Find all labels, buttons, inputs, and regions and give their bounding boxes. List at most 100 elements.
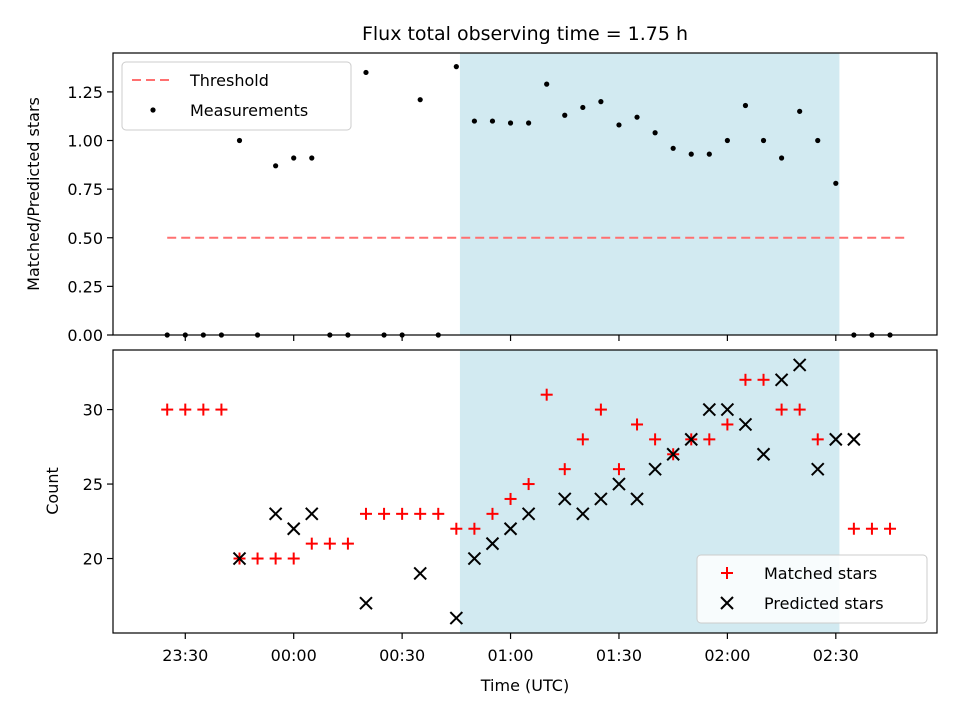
predicted-star-point xyxy=(774,373,789,387)
predicted-star-point xyxy=(449,611,464,625)
predicted-marker-b xyxy=(847,432,861,447)
predicted-marker-b xyxy=(612,477,626,491)
matched-star-point xyxy=(631,418,644,431)
x-tick-label: 02:00 xyxy=(704,646,750,665)
predicted-marker-b xyxy=(413,566,427,581)
matched-star-point xyxy=(793,403,806,416)
legend-box xyxy=(121,61,352,131)
matched-star-point xyxy=(197,403,210,416)
matched-star-point xyxy=(522,478,535,491)
matched-star-point xyxy=(757,373,770,386)
predicted-marker-b xyxy=(467,551,482,566)
predicted-marker-b xyxy=(594,492,608,506)
legend-matched-label: Matched stars xyxy=(764,564,877,583)
predicted-marker-b xyxy=(359,596,373,610)
predicted-marker-b xyxy=(720,402,735,417)
legend-measurement-swatch xyxy=(150,107,156,113)
predicted-star-point xyxy=(576,507,590,521)
matched-star-point xyxy=(649,433,662,446)
predicted-star-point xyxy=(648,462,662,476)
measurement-point xyxy=(598,99,604,105)
y-tick-label: 0.50 xyxy=(67,229,103,248)
y-tick-label: 0.25 xyxy=(67,277,103,296)
measurement-point xyxy=(471,118,478,124)
predicted-star-point xyxy=(684,432,698,447)
predicted-marker-b xyxy=(702,402,717,417)
measurement-point xyxy=(273,163,279,169)
predicted-marker-b xyxy=(286,522,301,536)
y-tick-label: 30 xyxy=(83,401,103,420)
plot-frame xyxy=(112,349,938,634)
measurement-point xyxy=(652,130,658,136)
predicted-marker-b xyxy=(576,507,590,521)
matched-star-point xyxy=(540,388,553,401)
measurement-point xyxy=(562,112,568,118)
predicted-marker-b xyxy=(792,358,807,372)
predicted-star-point xyxy=(792,358,807,372)
predicted-star-point xyxy=(811,462,825,476)
measurement-point xyxy=(724,137,730,144)
legend-box xyxy=(696,554,928,624)
predicted-star-point xyxy=(666,447,680,461)
plot-frame xyxy=(112,52,938,336)
predicted-star-point xyxy=(305,507,319,521)
measurement-point xyxy=(815,137,821,144)
predicted-marker-b xyxy=(232,551,247,566)
predicted-marker-b xyxy=(811,462,825,476)
predicted-star-point xyxy=(756,447,771,461)
measurement-point xyxy=(309,155,315,161)
bottom-panel: 20 25 30 23:30 00:00 00:30 01:00 01:30 02:00 02:3… xyxy=(83,349,938,665)
predicted-marker-b xyxy=(774,373,789,387)
predicted-marker-b xyxy=(666,447,680,461)
legend-predicted-swatch-b xyxy=(720,596,734,610)
matched-star-point xyxy=(359,507,372,520)
predicted-marker-b xyxy=(449,611,464,625)
measurement-point xyxy=(544,81,550,87)
predicted-marker-b xyxy=(485,536,500,551)
bottom-y-axis-title: Count xyxy=(43,467,62,515)
legend-measurement-label: Measurements xyxy=(190,101,308,120)
predicted-star-point xyxy=(286,522,301,536)
measurement-point xyxy=(688,151,694,157)
measurement-point xyxy=(833,180,839,186)
matched-star-point xyxy=(450,522,463,535)
predicted-marker-b xyxy=(305,507,319,521)
x-axis-title: Time (UTC) xyxy=(480,676,569,695)
matched-star-point xyxy=(396,507,409,520)
matched-star-point xyxy=(739,373,752,386)
top-panel: 0.00 0.25 0.50 0.75 1.00 1.25 Threshold Measure… xyxy=(67,52,938,345)
matched-star-point xyxy=(269,552,282,565)
measurement-point xyxy=(453,64,459,70)
predicted-star-point xyxy=(702,402,717,417)
matched-star-point xyxy=(468,522,481,535)
top-y-axis-title: Matched/Predicted stars xyxy=(24,97,43,291)
predicted-star-point xyxy=(738,417,753,432)
predicted-star-point xyxy=(558,492,572,506)
x-tick-label: 23:30 xyxy=(162,646,208,665)
measurement-point xyxy=(580,104,586,111)
chart-title: Flux total observing time = 1.75 h xyxy=(362,23,688,45)
matched-star-point xyxy=(432,507,445,520)
predicted-star-point xyxy=(829,432,843,447)
legend-predicted-label: Predicted stars xyxy=(764,594,884,613)
observing-span xyxy=(459,53,840,335)
measurement-point xyxy=(507,120,514,126)
matched-star-point xyxy=(811,433,824,446)
y-tick-label: 20 xyxy=(83,550,103,569)
measurement-point xyxy=(670,145,676,151)
predicted-marker-b xyxy=(829,432,843,447)
matched-star-point xyxy=(576,433,589,446)
predicted-star-point xyxy=(612,477,626,491)
top-legend: Threshold Measurements xyxy=(121,61,352,131)
matched-star-point xyxy=(504,492,517,505)
matched-star-point xyxy=(179,403,192,416)
predicted-marker-b xyxy=(684,432,698,447)
measurement-point xyxy=(417,97,423,103)
predicted-marker-b xyxy=(268,507,283,521)
predicted-star-point xyxy=(232,551,247,566)
predicted-star-point xyxy=(413,566,427,581)
matched-star-point xyxy=(305,537,318,550)
matched-star-point xyxy=(775,403,788,416)
predicted-marker-b xyxy=(558,492,572,506)
